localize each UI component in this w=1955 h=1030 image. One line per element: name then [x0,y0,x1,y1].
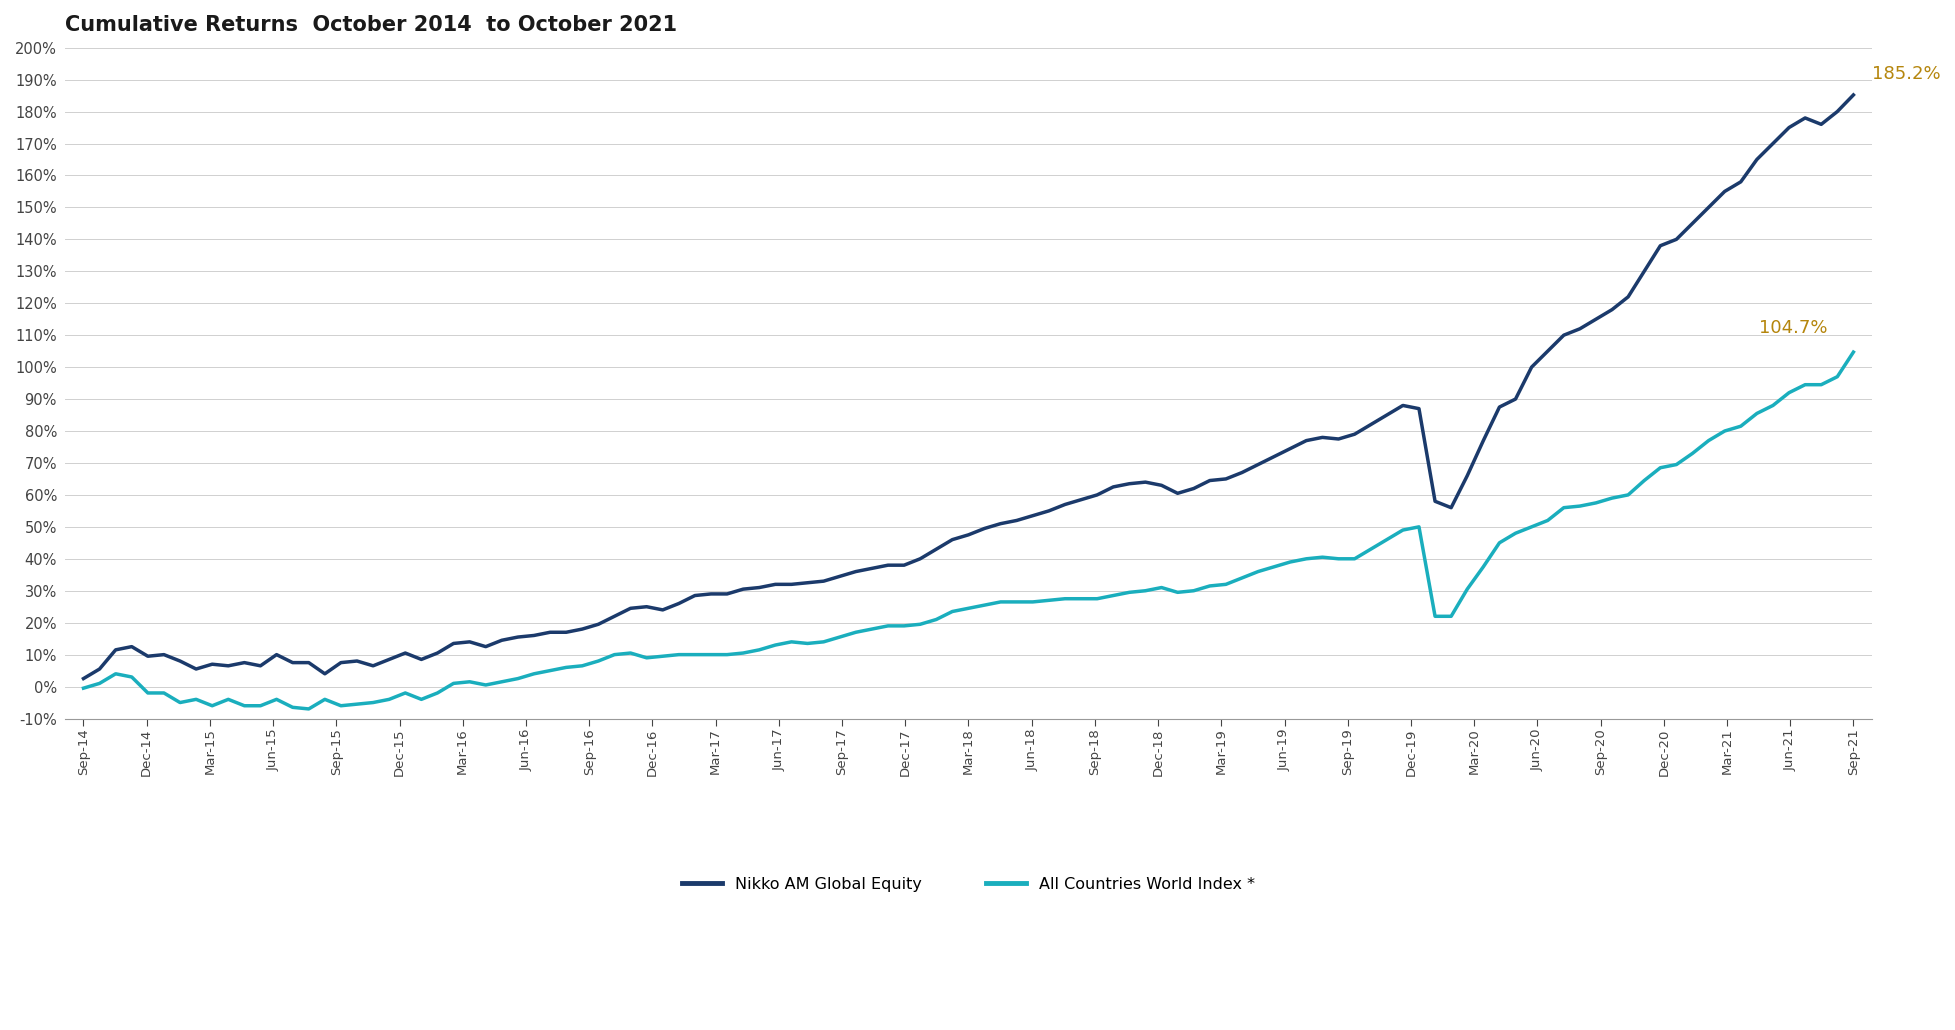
Text: Cumulative Returns  October 2014  to October 2021: Cumulative Returns October 2014 to Octob… [65,15,676,35]
Text: 185.2%: 185.2% [1871,65,1939,83]
Legend: Nikko AM Global Equity, All Countries World Index *: Nikko AM Global Equity, All Countries Wo… [676,870,1261,898]
Text: 104.7%: 104.7% [1758,319,1826,337]
